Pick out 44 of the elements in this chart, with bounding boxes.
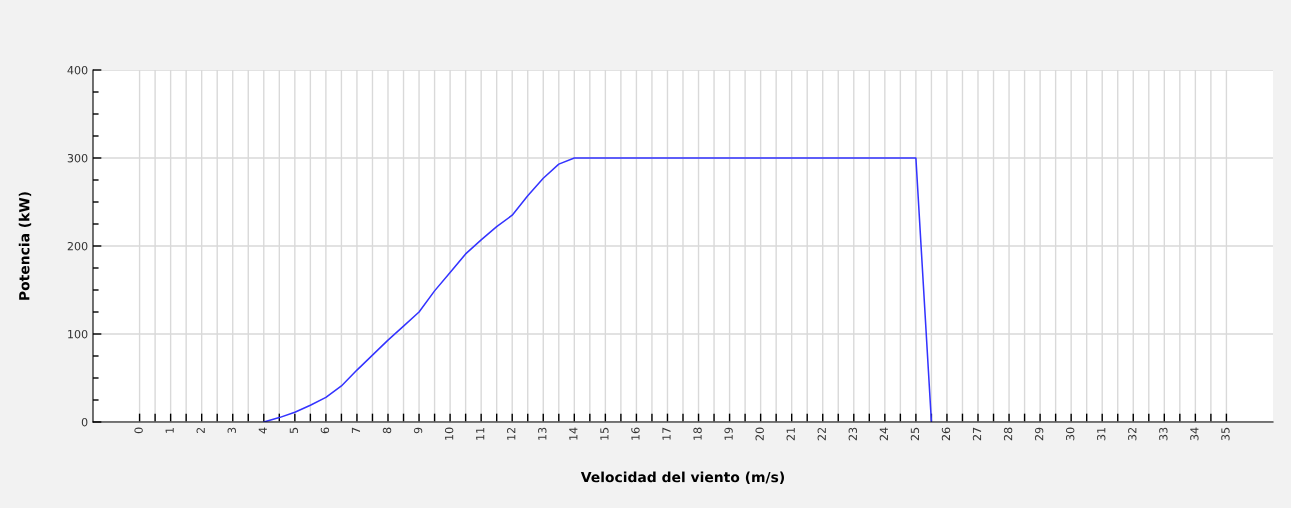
x-tick-label: 18 (693, 427, 702, 440)
x-tick-label: 25 (910, 427, 920, 441)
x-tick-label: 0 (134, 427, 143, 434)
x-tick-label: 19 (724, 427, 733, 440)
x-tick-label: 35 (1221, 427, 1230, 441)
line-series (263, 157, 933, 422)
x-tick-label: 16 (631, 427, 640, 440)
x-tick-label: 23 (848, 427, 858, 441)
y-axis-title: Potencia (kW) (18, 192, 32, 300)
y-tick-label: 100 (68, 329, 88, 339)
x-axis-title: Velocidad del viento (m/s) (580, 471, 784, 484)
x-tick-label: 14 (569, 427, 578, 440)
x-tick-label: 29 (1034, 427, 1044, 441)
x-tick-label: 2 (196, 427, 205, 434)
x-tick-label: 8 (382, 427, 392, 434)
x-tick-label: 34 (1190, 427, 1199, 441)
x-tick-label: 26 (941, 427, 951, 441)
x-tick-label: 31 (1097, 427, 1106, 441)
x-tick-label: 33 (1159, 427, 1168, 441)
x-tick-label: 20 (755, 427, 764, 441)
x-tick-label: 17 (662, 427, 671, 440)
x-tick-label: 1 (165, 427, 174, 433)
y-tick-label: 200 (67, 241, 88, 251)
x-tick-label: 27 (972, 427, 982, 441)
x-tick-label: 15 (600, 427, 609, 440)
x-tick-label: 4 (258, 427, 267, 434)
y-tick-label: 300 (67, 153, 88, 163)
y-tick-label: 0 (81, 417, 88, 427)
x-tick-label: 6 (320, 427, 330, 434)
x-tick-label: 9 (413, 427, 423, 434)
x-tick-label: 7 (351, 427, 361, 434)
x-tick-label: 28 (1003, 427, 1013, 441)
x-tick-label: 5 (289, 427, 299, 434)
x-tick-label: 22 (817, 427, 826, 441)
x-tick-label: 30 (1065, 427, 1075, 441)
x-tick-label: 24 (879, 427, 888, 441)
x-tick-label: 10 (444, 427, 454, 440)
x-tick-label: 11 (476, 427, 485, 440)
x-tick-label: 13 (538, 427, 547, 440)
x-tick-label: 12 (507, 427, 516, 440)
y-tick-label: 400 (67, 65, 88, 75)
x-tick-label: 32 (1128, 427, 1137, 441)
x-tick-label: 3 (227, 427, 236, 434)
x-tick-label: 21 (786, 427, 795, 441)
